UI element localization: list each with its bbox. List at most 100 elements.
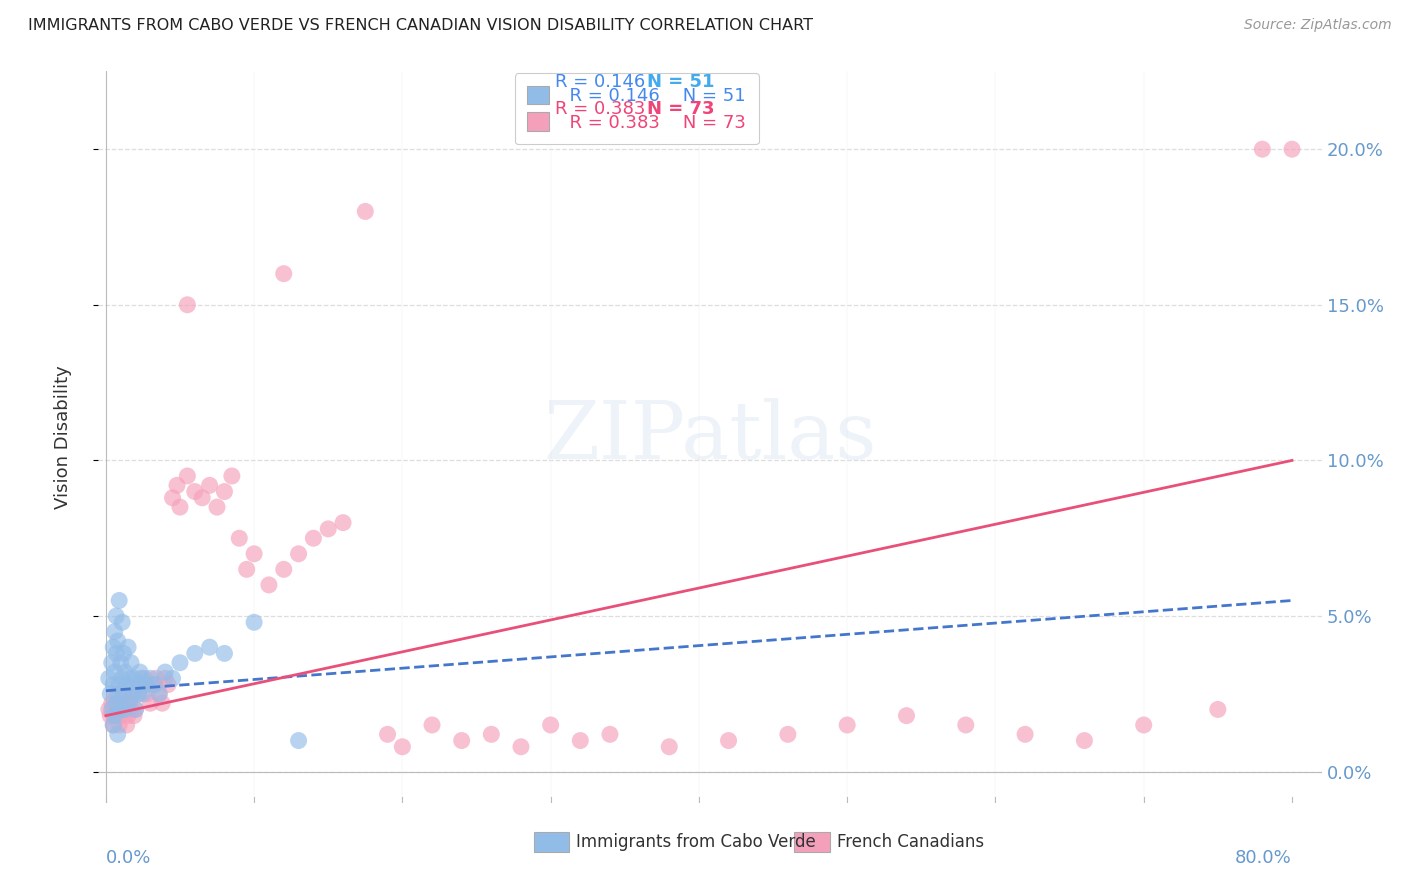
Point (162, 671, 184, 685)
Point (287, 547, 309, 561)
Point (273, 562, 295, 576)
Point (157, 677, 180, 691)
Point (118, 696, 141, 710)
Point (221, 469, 243, 483)
Point (97, 671, 120, 685)
Point (198, 478, 221, 492)
Point (112, 647, 135, 661)
Point (129, 665, 152, 679)
Text: ZIPatlas: ZIPatlas (543, 398, 877, 476)
Point (124, 702, 146, 716)
Point (139, 696, 162, 710)
Point (139, 671, 162, 685)
Point (100, 702, 122, 716)
Point (176, 298, 198, 312)
Point (540, 718, 562, 732)
Point (145, 671, 167, 685)
Point (176, 469, 198, 483)
Point (273, 267, 295, 281)
Point (107, 702, 129, 716)
Point (117, 640, 139, 655)
Point (717, 733, 740, 747)
Point (103, 677, 125, 691)
Point (837, 718, 859, 732)
Point (122, 708, 145, 723)
Point (510, 739, 533, 754)
Point (658, 739, 681, 754)
Point (169, 500, 191, 515)
Text: Source: ZipAtlas.com: Source: ZipAtlas.com (1244, 18, 1392, 32)
Point (776, 727, 799, 741)
Point (104, 708, 127, 723)
Point (104, 624, 127, 639)
Text: Immigrants from Cabo Verde: Immigrants from Cabo Verde (576, 833, 817, 851)
Point (127, 687, 149, 701)
Text: N = 51: N = 51 (647, 73, 714, 91)
Point (391, 739, 413, 754)
Point (122, 671, 145, 685)
Point (184, 484, 207, 499)
Point (214, 484, 236, 499)
Point (105, 708, 128, 723)
Point (103, 718, 125, 732)
Point (1132, 718, 1154, 732)
Point (115, 718, 138, 732)
Point (377, 727, 399, 741)
Point (110, 656, 132, 670)
Point (104, 665, 127, 679)
Point (169, 656, 191, 670)
Point (111, 615, 134, 630)
Point (100, 696, 122, 710)
Point (131, 671, 153, 685)
Point (121, 687, 143, 701)
Point (105, 696, 128, 710)
Point (1251, 142, 1274, 156)
Point (132, 687, 155, 701)
Point (105, 647, 128, 661)
Point (98, 687, 121, 701)
Point (107, 727, 129, 741)
Point (107, 687, 129, 701)
Point (1073, 733, 1095, 747)
Point (420, 718, 443, 732)
Point (131, 677, 153, 691)
Point (354, 204, 377, 219)
Point (110, 702, 132, 716)
Point (124, 702, 146, 716)
Text: IMMIGRANTS FROM CABO VERDE VS FRENCH CANADIAN VISION DISABILITY CORRELATION CHAR: IMMIGRANTS FROM CABO VERDE VS FRENCH CAN… (28, 18, 813, 33)
Point (114, 702, 136, 716)
Point (103, 640, 125, 655)
Point (105, 609, 128, 624)
Point (150, 696, 173, 710)
Point (112, 687, 135, 701)
Point (98, 708, 121, 723)
Point (896, 708, 918, 723)
Point (243, 547, 266, 561)
Point (104, 687, 127, 701)
Point (134, 671, 156, 685)
Point (1206, 702, 1229, 716)
Point (115, 677, 138, 691)
Point (114, 702, 136, 716)
Point (118, 671, 141, 685)
Point (148, 687, 170, 701)
Point (108, 718, 131, 732)
Point (599, 727, 621, 741)
Point (235, 562, 257, 576)
Point (166, 478, 188, 492)
Point (125, 677, 148, 691)
Point (228, 531, 250, 545)
Point (121, 687, 143, 701)
Point (214, 647, 236, 661)
Point (136, 687, 159, 701)
Point (184, 647, 207, 661)
Point (162, 491, 184, 505)
Point (107, 634, 129, 648)
Point (117, 696, 139, 710)
Point (287, 733, 309, 747)
Point (243, 615, 266, 630)
Point (316, 522, 339, 536)
Point (205, 500, 228, 515)
Point (100, 656, 122, 670)
Point (142, 677, 165, 691)
